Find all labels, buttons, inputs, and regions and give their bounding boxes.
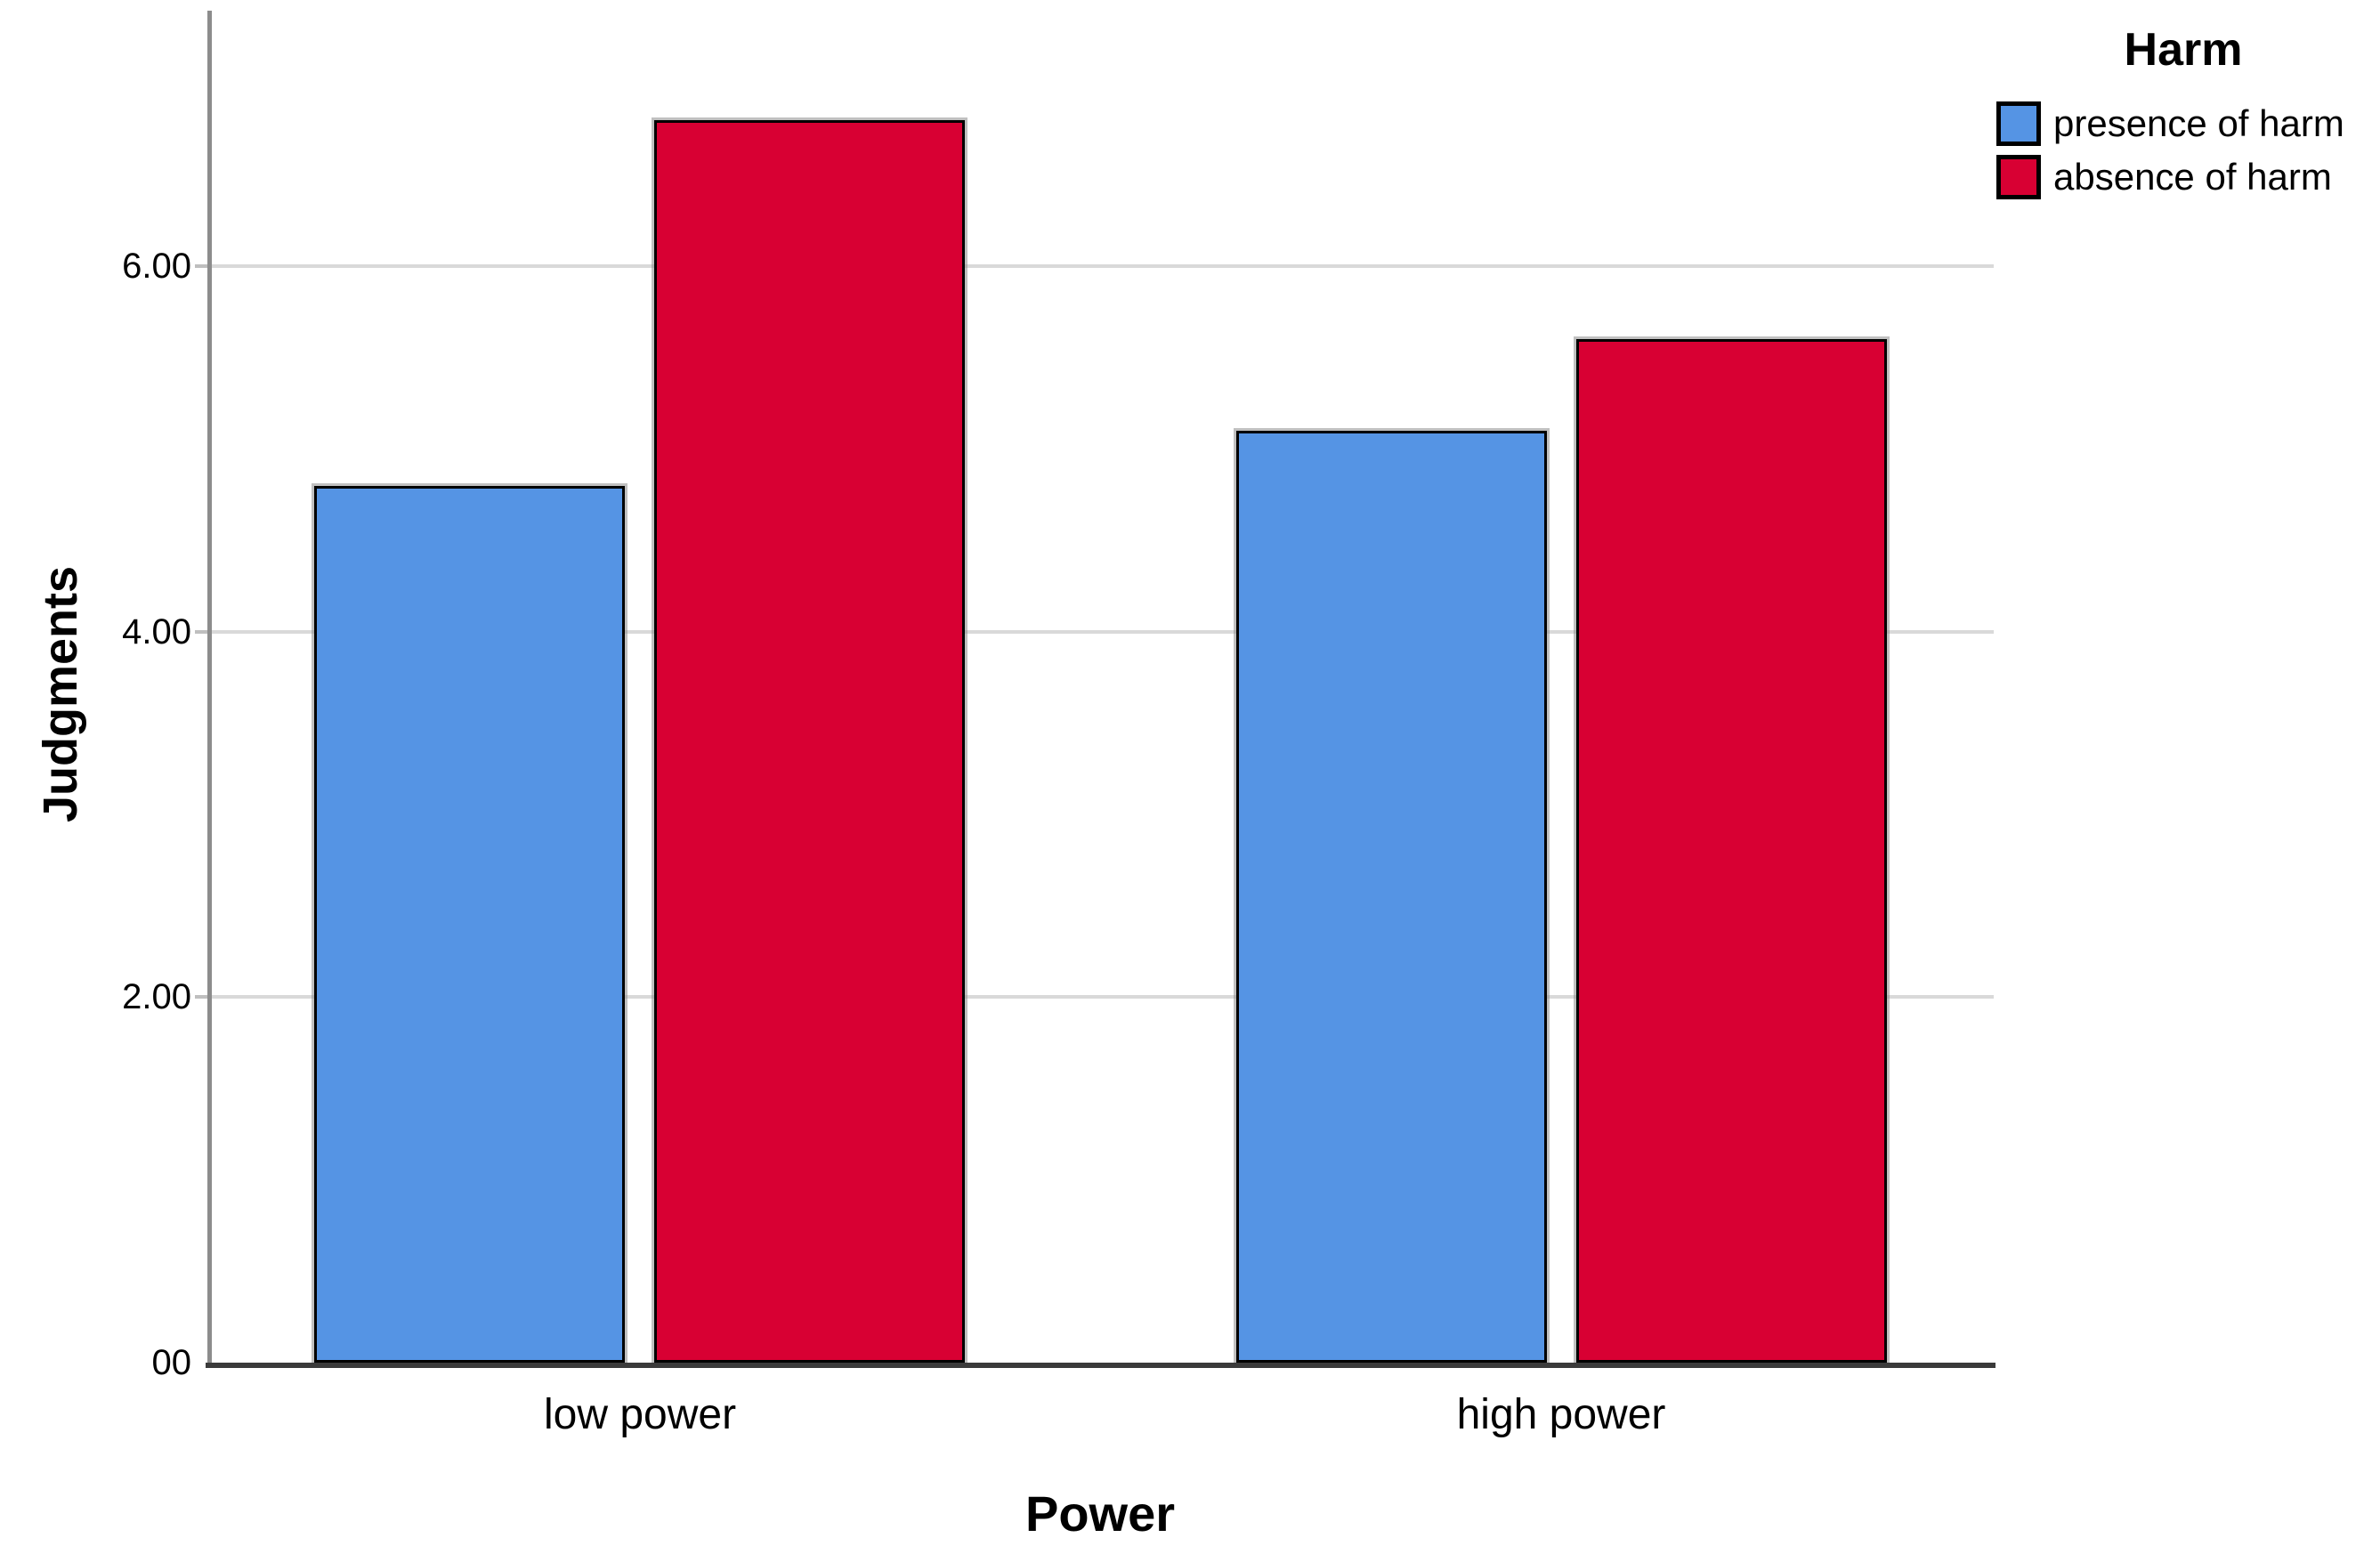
y-tick-mark [195,264,207,269]
bar-high-power-absence-of-harm [1576,339,1887,1363]
legend-swatch-icon [1996,101,2041,146]
legend-item-presence-of-harm: presence of harm [1996,101,2370,146]
gridline-2.00 [207,995,1994,1000]
y-tick-label: 6.00 [122,247,191,287]
bar-high-power-presence-of-harm [1236,431,1547,1363]
x-axis-line [206,1363,1995,1368]
x-category-label-low-power: low power [543,1391,737,1438]
plot-area [207,11,1994,1363]
gridline-6.00 [207,264,1994,269]
y-axis-title: Judgments [34,565,87,823]
legend-swatch-icon [1996,155,2041,199]
bar-low-power-presence-of-harm [314,486,625,1363]
gridline-4.00 [207,629,1994,634]
y-tick-mark [195,995,207,1000]
legend: Harm presence of harm absence of harm [1996,23,2370,208]
x-category-label-high-power: high power [1456,1391,1666,1438]
y-axis-line [207,11,212,1363]
y-tick-label: 4.00 [122,611,191,652]
y-tick-label: 00 [151,1343,192,1382]
legend-items: presence of harm absence of harm [1996,101,2370,208]
legend-item-absence-of-harm: absence of harm [1996,155,2370,199]
y-tick-mark [195,629,207,634]
legend-item-label: presence of harm [2053,102,2344,144]
x-axis-title: Power [1024,1485,1176,1542]
y-tick-label: 2.00 [122,977,191,1017]
bar-low-power-absence-of-harm [654,120,965,1363]
legend-title: Harm [2124,24,2243,76]
legend-item-label: absence of harm [2053,156,2332,198]
